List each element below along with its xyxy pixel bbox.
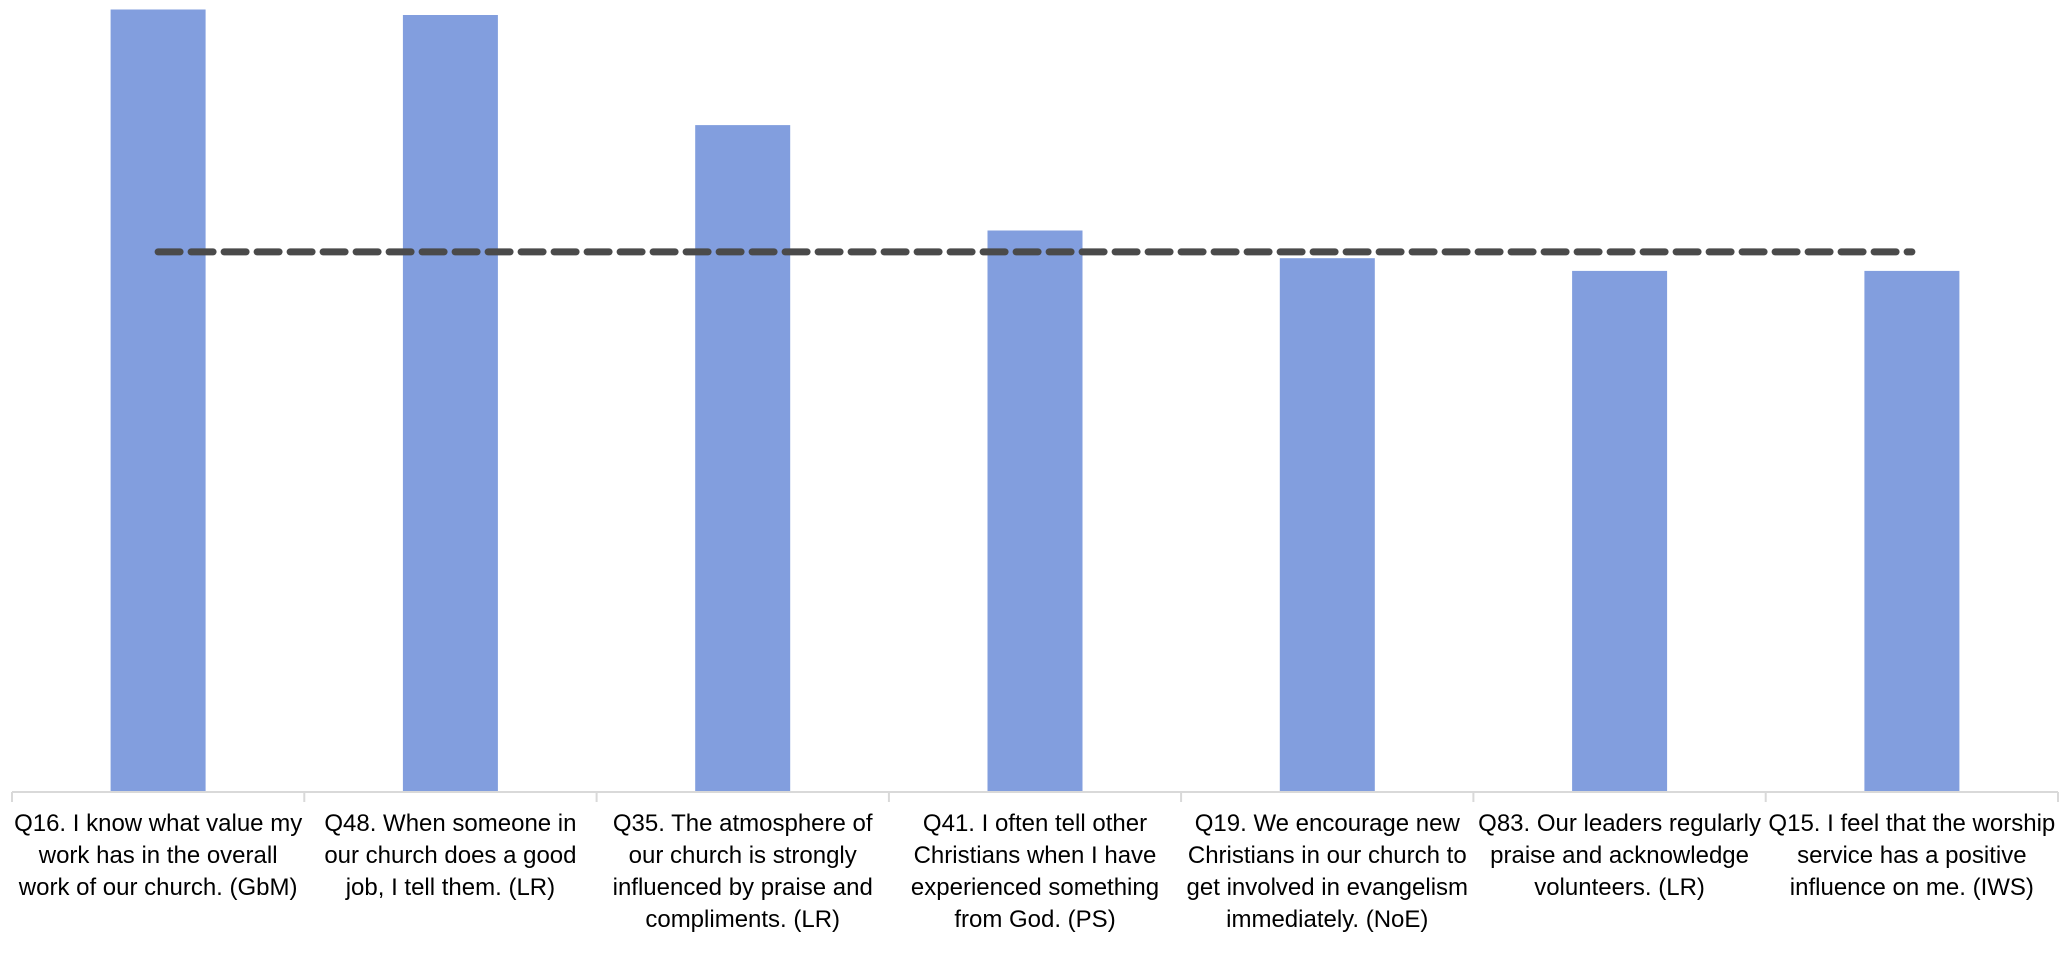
bar-7: [1864, 270, 1960, 792]
x-tick-label: Q19. We encourage new Christians in our …: [1186, 810, 1469, 933]
x-tick-label: Q35. The atmosphere of our church is str…: [612, 810, 873, 933]
x-tick-label: Q48. When someone in our church does a g…: [324, 810, 577, 901]
bar-6: [1572, 270, 1668, 792]
x-tick-label: Q16. I know what value my work has in th…: [14, 810, 303, 901]
bar-2: [402, 15, 498, 792]
x-tick-label: Q83. Our leaders regularly praise and ac…: [1478, 810, 1761, 901]
bars-group: [110, 9, 1960, 793]
x-tick-label: Q15. I feel that the worship service has…: [1768, 810, 2056, 901]
x-axis-ticks: [11, 792, 2059, 802]
bar-3: [695, 125, 791, 793]
bar-5: [1279, 258, 1375, 792]
bar-1: [110, 9, 206, 792]
x-tick-label: Q41. I often tell other Christians when …: [910, 810, 1160, 933]
bar-4: [987, 230, 1083, 792]
